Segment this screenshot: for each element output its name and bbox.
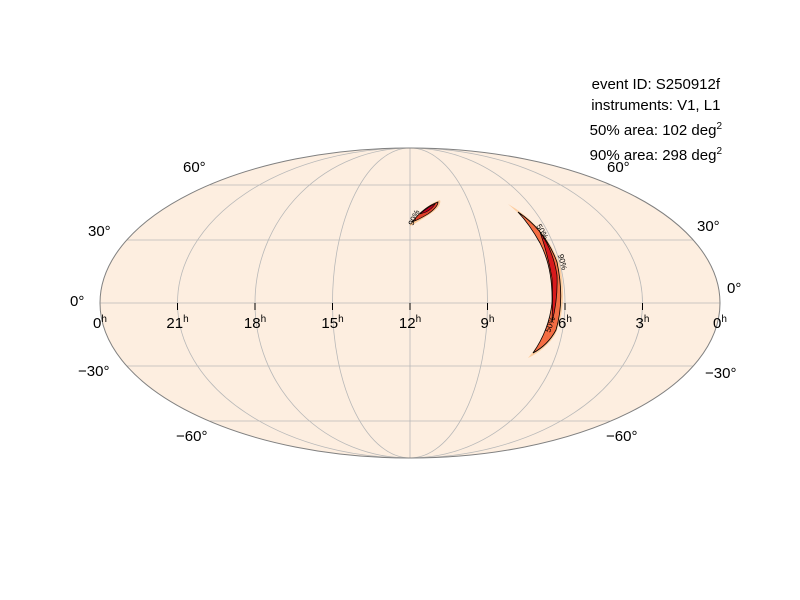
sky-outline: [99, 147, 721, 459]
contour-label-arc-90: 90%: [556, 253, 569, 271]
dec-label-60-right: 60°: [607, 159, 630, 176]
region-arc-90: [517, 211, 562, 354]
event-info: event ID: S250912f instruments: V1, L1 5…: [590, 74, 722, 166]
dec-labels-left: 60° 30° 0° −30° −60°: [70, 159, 207, 445]
dec-label-0-right: 0°: [727, 280, 741, 297]
probability-contours: 90% 50% 90% 50%: [407, 200, 569, 358]
area-50: 50% area: 102 deg2: [589, 121, 722, 139]
dec-label-minus60-left: −60°: [176, 428, 207, 445]
ra-ticks: [177, 303, 643, 310]
dec-label-0-left: 0°: [70, 293, 84, 310]
event-id: event ID: S250912f: [591, 76, 721, 93]
region-north-50: [419, 203, 436, 215]
instruments: instruments: V1, L1: [591, 97, 721, 114]
dec-labels-right: 60° 30° 0° −30° −60°: [606, 159, 741, 445]
ra-labels: 0h 21h 18h 15h 12h 9h 6h 3h 0h: [93, 314, 727, 332]
area-90: 90% area: 298 deg2: [589, 146, 722, 164]
dec-label-60-left: 60°: [183, 159, 206, 176]
ra-label-0h: 0h: [713, 314, 727, 332]
dec-label-minus30-left: −30°: [78, 363, 109, 380]
dec-label-30-right: 30°: [697, 218, 720, 235]
region-arc-50: [539, 231, 558, 323]
dec-label-minus60-right: −60°: [606, 428, 637, 445]
dec-label-30-left: 30°: [88, 223, 111, 240]
dec-label-minus30-right: −30°: [705, 365, 736, 382]
